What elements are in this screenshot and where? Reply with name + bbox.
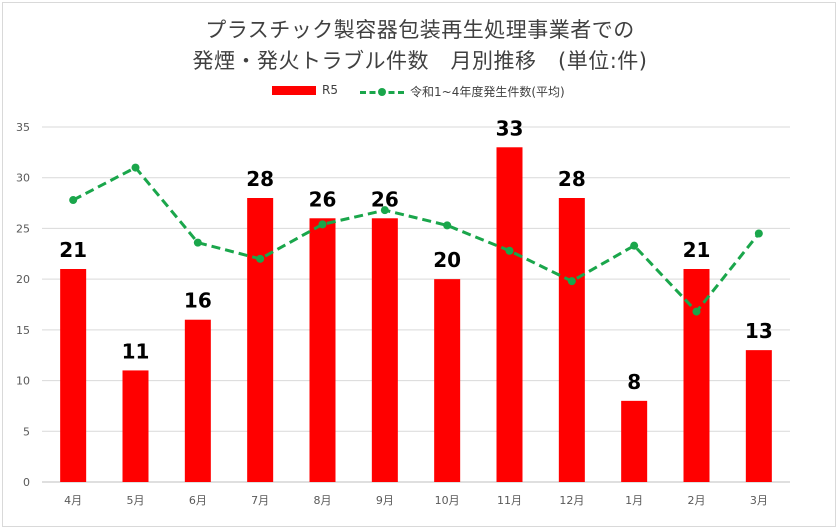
bar-data-label: 28 bbox=[558, 167, 586, 191]
bar-12月 bbox=[558, 198, 585, 482]
bar-data-label: 13 bbox=[745, 319, 773, 343]
legend-bar-swatch bbox=[272, 85, 316, 95]
x-tick-label: 5月 bbox=[127, 494, 145, 507]
bar-1月 bbox=[621, 400, 648, 482]
x-tick-label: 12月 bbox=[559, 494, 584, 507]
y-tick-label: 5 bbox=[23, 425, 30, 438]
legend-line-swatch bbox=[360, 87, 404, 97]
x-tick-label: 2月 bbox=[688, 494, 706, 507]
y-tick-label: 15 bbox=[16, 324, 30, 337]
bar-8月 bbox=[309, 218, 336, 483]
legend-item-bar: R5 bbox=[272, 83, 338, 97]
average-point bbox=[318, 220, 327, 229]
chart-title-line2: 発煙・発火トラブル件数 月別推移 (単位:件) bbox=[192, 49, 648, 73]
bar-data-label: 11 bbox=[122, 339, 150, 363]
average-point bbox=[567, 277, 576, 286]
x-tick-label: 8月 bbox=[314, 494, 332, 507]
y-tick-label: 35 bbox=[16, 121, 30, 134]
bar-data-label: 21 bbox=[59, 238, 87, 262]
average-point bbox=[505, 246, 514, 255]
y-tick-label: 20 bbox=[16, 273, 30, 286]
average-point bbox=[443, 221, 452, 230]
bar-5月 bbox=[122, 370, 149, 482]
average-line bbox=[72, 165, 761, 314]
bar-data-label: 8 bbox=[627, 370, 641, 394]
chart-title-line1: プラスチック製容器包装再生処理事業者での bbox=[205, 18, 635, 42]
legend-item-line: 令和1~4年度発生件数(平均) bbox=[360, 83, 565, 100]
average-point bbox=[256, 254, 265, 263]
bar-4月 bbox=[60, 269, 87, 482]
x-tick-label: 9月 bbox=[376, 494, 394, 507]
bar-7月 bbox=[247, 198, 274, 482]
x-tick-label: 6月 bbox=[189, 494, 207, 507]
y-tick-label: 0 bbox=[23, 476, 30, 489]
bar-data-label: 16 bbox=[184, 289, 212, 313]
legend-bar-label: R5 bbox=[322, 83, 338, 97]
x-tick-label: 3月 bbox=[750, 494, 768, 507]
bar-data-label: 20 bbox=[433, 248, 461, 272]
x-tick-label: 4月 bbox=[64, 494, 82, 507]
average-point bbox=[131, 163, 140, 172]
average-point bbox=[69, 196, 78, 205]
x-tick-label: 7月 bbox=[251, 494, 269, 507]
y-tick-label: 25 bbox=[16, 222, 30, 235]
average-point bbox=[630, 241, 639, 250]
x-tick-label: 10月 bbox=[435, 494, 460, 507]
average-point bbox=[754, 229, 763, 238]
bar-6月 bbox=[184, 319, 211, 482]
bar-data-label: 28 bbox=[246, 167, 274, 191]
y-tick-label: 30 bbox=[16, 172, 30, 185]
average-point bbox=[193, 238, 202, 247]
legend-line-label: 令和1~4年度発生件数(平均) bbox=[410, 85, 565, 99]
chart-legend: R5 令和1~4年度発生件数(平均) bbox=[0, 83, 840, 103]
bar-9月 bbox=[371, 218, 398, 483]
bar-10月 bbox=[434, 279, 461, 482]
x-tick-label: 11月 bbox=[497, 494, 522, 507]
bar-data-label: 26 bbox=[309, 187, 337, 211]
bar-data-label: 21 bbox=[683, 238, 711, 262]
average-point bbox=[692, 307, 701, 316]
average-point bbox=[380, 206, 389, 215]
y-tick-label: 10 bbox=[16, 375, 30, 388]
x-tick-label: 1月 bbox=[625, 494, 643, 507]
bar-3月 bbox=[745, 350, 772, 482]
bar-data-label: 33 bbox=[496, 116, 524, 140]
bar-11月 bbox=[496, 147, 523, 483]
